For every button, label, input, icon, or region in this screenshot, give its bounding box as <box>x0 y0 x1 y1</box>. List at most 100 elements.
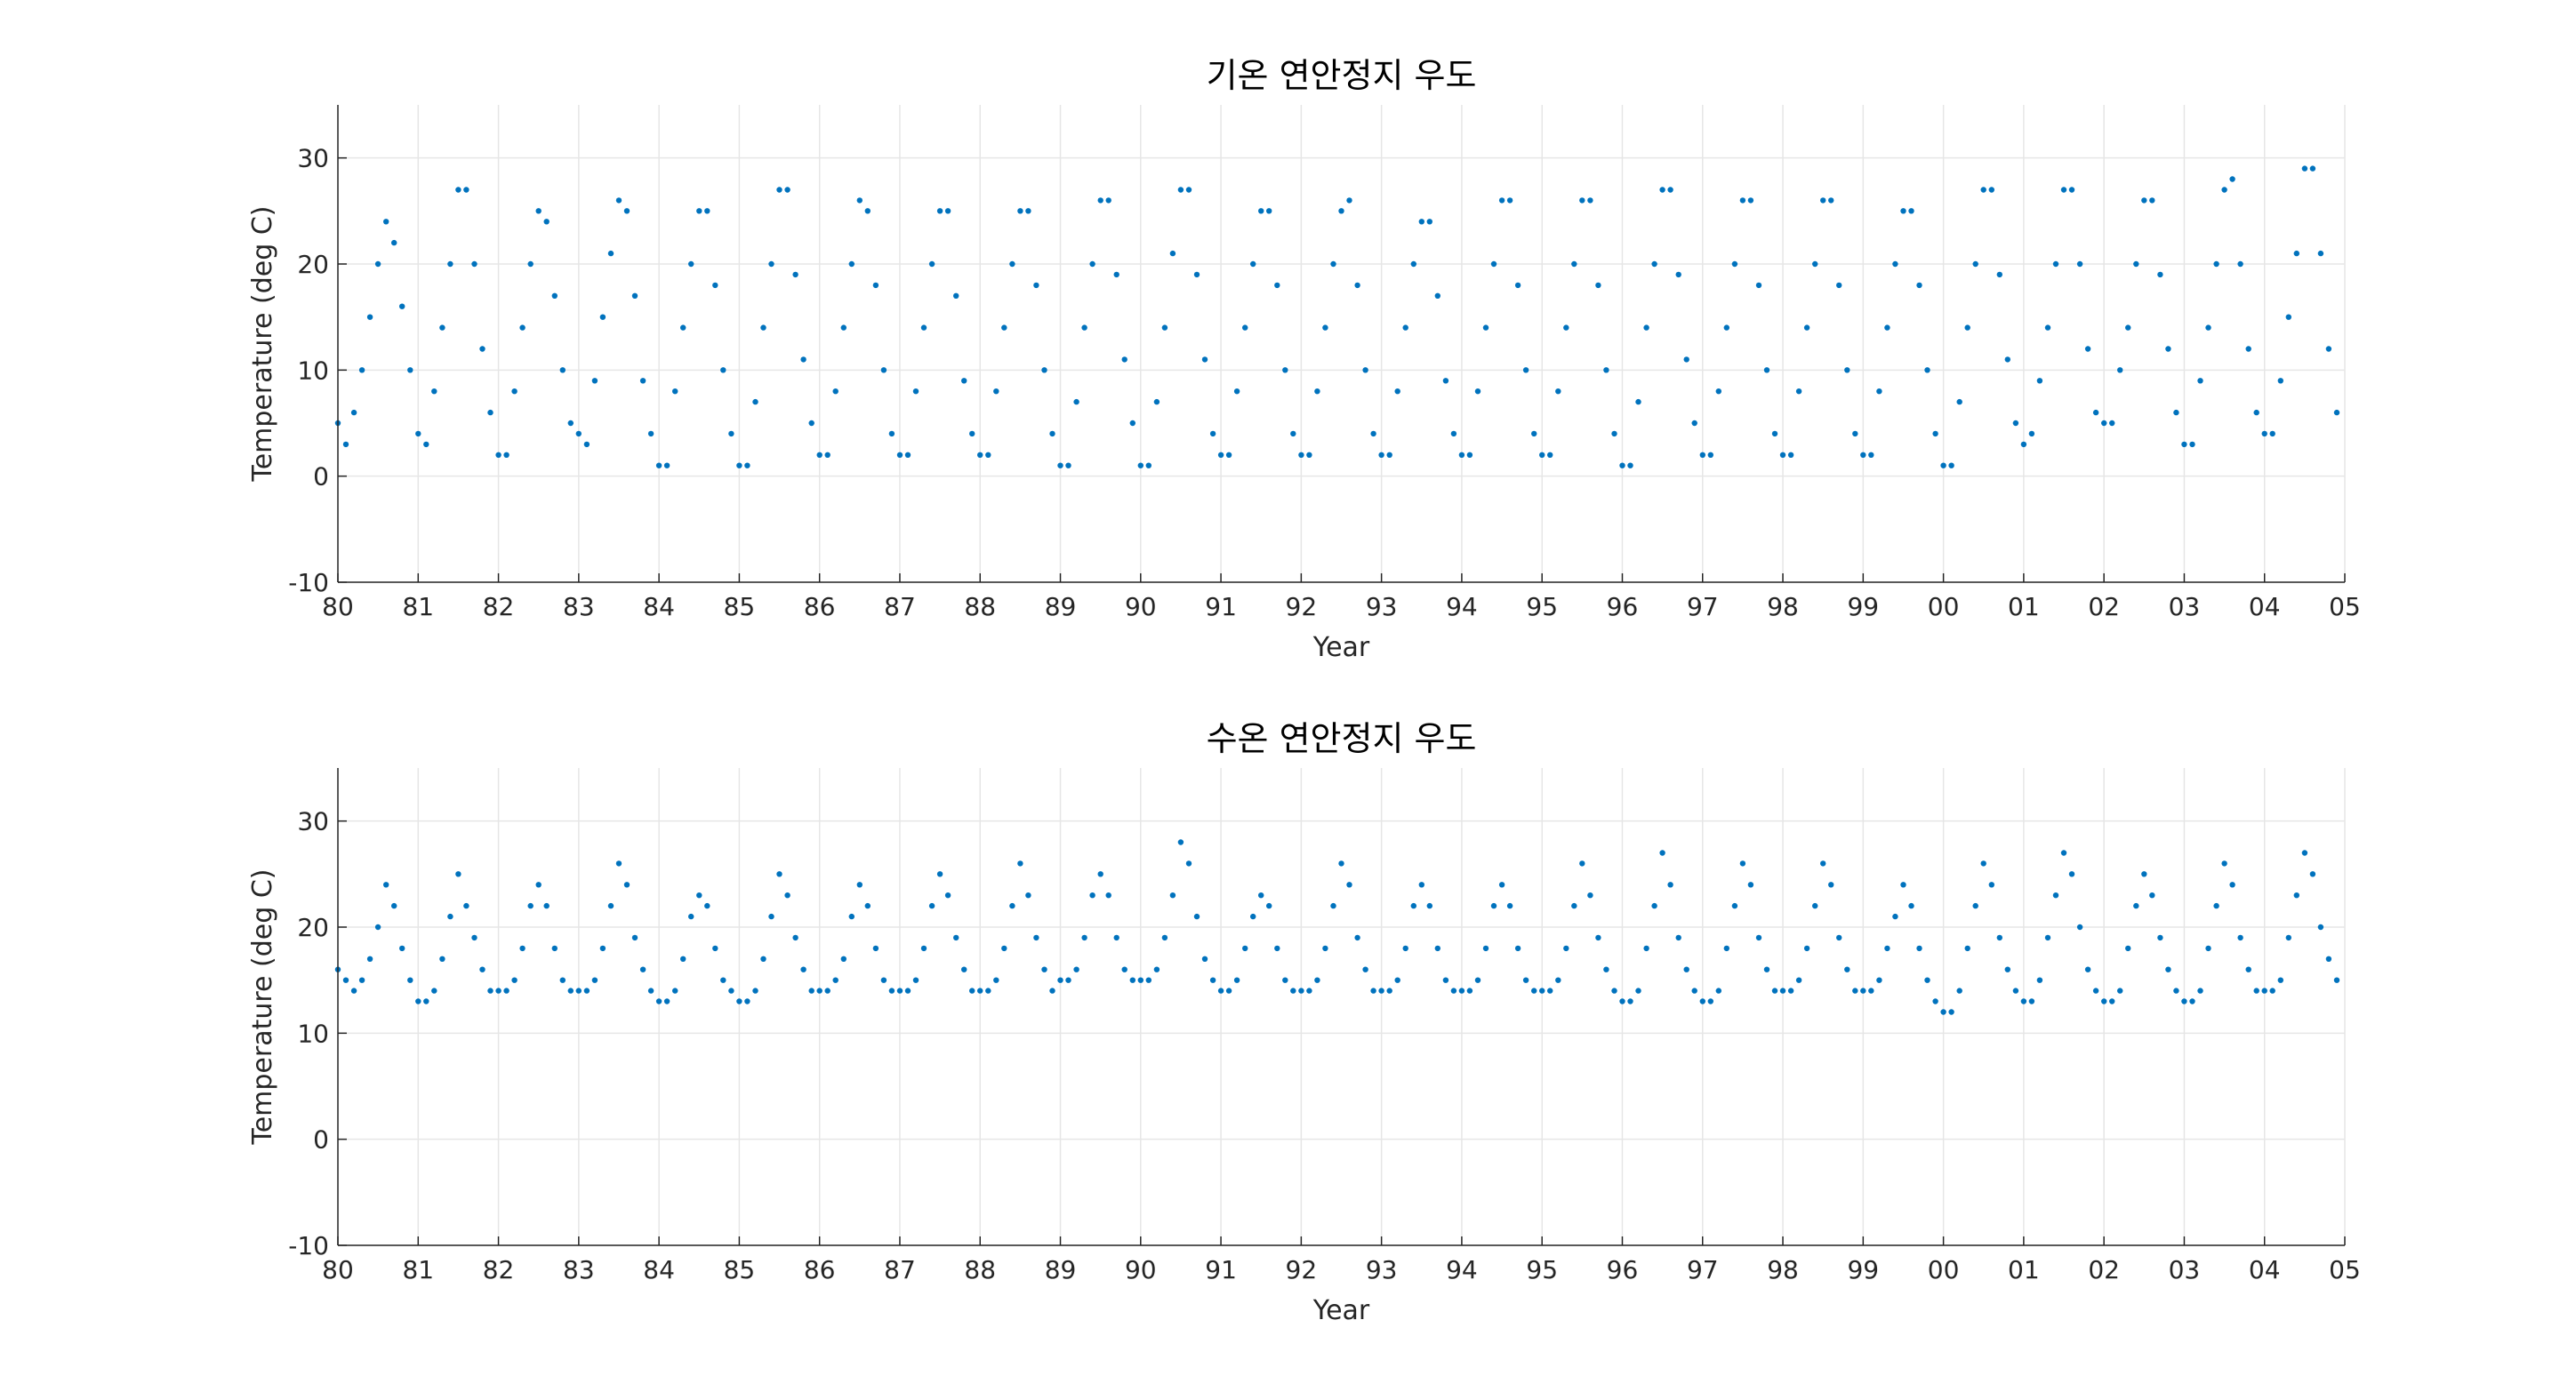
data-point <box>1707 452 1714 458</box>
data-point <box>1193 271 1200 278</box>
data-point <box>1065 977 1071 983</box>
data-point <box>1948 1009 1954 1015</box>
data-point <box>439 956 445 963</box>
data-point <box>1161 934 1168 941</box>
data-point <box>2060 850 2067 856</box>
data-point <box>1555 388 1561 395</box>
data-point <box>1434 945 1441 952</box>
data-point <box>599 945 606 952</box>
data-point <box>776 871 782 877</box>
data-point <box>1402 324 1408 331</box>
data-point <box>1940 462 1946 468</box>
data-point <box>1225 988 1232 994</box>
x-tick-label: 98 <box>1767 1255 1799 1284</box>
data-point <box>1803 945 1810 952</box>
data-point <box>1017 208 1023 214</box>
data-point <box>2173 988 2179 994</box>
data-point <box>848 913 855 920</box>
data-point <box>1828 882 1834 888</box>
data-point <box>1892 260 1898 268</box>
data-point <box>977 988 983 994</box>
data-point <box>2028 430 2035 437</box>
data-point <box>1346 197 1352 204</box>
data-point <box>1948 462 1954 468</box>
data-point <box>391 902 397 909</box>
data-point <box>2253 988 2259 994</box>
data-point <box>1531 430 1537 437</box>
data-point <box>1298 452 1304 458</box>
data-point <box>1868 452 1874 458</box>
data-point <box>704 902 710 909</box>
data-point <box>1145 977 1152 983</box>
data-point <box>1177 187 1184 193</box>
data-point <box>1892 913 1898 920</box>
data-point <box>607 902 614 909</box>
data-point <box>1266 902 1272 909</box>
data-point <box>447 260 453 268</box>
data-point <box>856 197 863 204</box>
data-point <box>1731 902 1738 909</box>
data-point <box>1683 966 1689 972</box>
x-tick-label: 01 <box>2008 1255 2040 1284</box>
data-point <box>1282 367 1288 373</box>
data-point <box>439 324 445 331</box>
data-point <box>1723 945 1730 952</box>
data-point <box>575 430 582 437</box>
data-point <box>1755 934 1762 941</box>
data-point <box>1025 208 1031 214</box>
data-point <box>647 430 654 437</box>
data-point <box>832 977 839 983</box>
data-point <box>2020 441 2027 448</box>
data-point <box>808 988 815 994</box>
data-point <box>2277 378 2283 384</box>
data-point <box>1498 197 1505 204</box>
data-point <box>848 260 855 268</box>
data-point <box>1763 966 1770 972</box>
data-point <box>2245 346 2251 352</box>
x-tick-label: 05 <box>2329 1255 2361 1284</box>
x-tick-label: 83 <box>563 1255 595 1284</box>
data-point <box>1940 1009 1946 1015</box>
data-point <box>1571 260 1577 268</box>
data-point <box>415 998 421 1004</box>
data-point <box>639 966 646 972</box>
data-point <box>864 902 871 909</box>
data-point <box>2197 378 2203 384</box>
data-point <box>383 882 389 888</box>
data-point <box>880 367 887 373</box>
x-tick-label: 96 <box>1607 1255 1639 1284</box>
data-point <box>423 998 429 1004</box>
data-point <box>1980 860 1986 867</box>
data-point <box>655 998 662 1004</box>
data-point <box>1354 934 1360 941</box>
data-point <box>1884 945 1890 952</box>
data-point <box>1908 902 1914 909</box>
data-point <box>407 367 413 373</box>
data-point <box>2060 187 2067 193</box>
data-point <box>985 988 991 994</box>
x-tick-label: 85 <box>724 1255 756 1284</box>
data-point <box>1338 860 1344 867</box>
data-point <box>1747 197 1754 204</box>
x-tick-label: 81 <box>402 592 434 621</box>
data-point <box>696 892 702 899</box>
data-point <box>1924 367 1930 373</box>
data-point <box>736 998 742 1004</box>
data-point <box>920 945 927 952</box>
data-point <box>519 324 526 331</box>
chart-title: 기온 연안정지 우도 <box>1207 56 1477 95</box>
data-point <box>2109 998 2115 1004</box>
x-tick-label: 99 <box>1847 592 1879 621</box>
x-axis-label: Year <box>1312 1295 1370 1326</box>
data-point <box>2213 260 2219 268</box>
data-point <box>551 292 558 299</box>
x-tick-label: 97 <box>1687 1255 1719 1284</box>
data-point <box>471 934 477 941</box>
data-point <box>1185 187 1192 193</box>
data-point <box>1250 913 1256 920</box>
y-tick-label: 10 <box>297 356 329 385</box>
data-point <box>1651 260 1657 268</box>
data-point <box>712 282 718 289</box>
x-tick-label: 87 <box>884 1255 916 1284</box>
data-point <box>1739 860 1746 867</box>
